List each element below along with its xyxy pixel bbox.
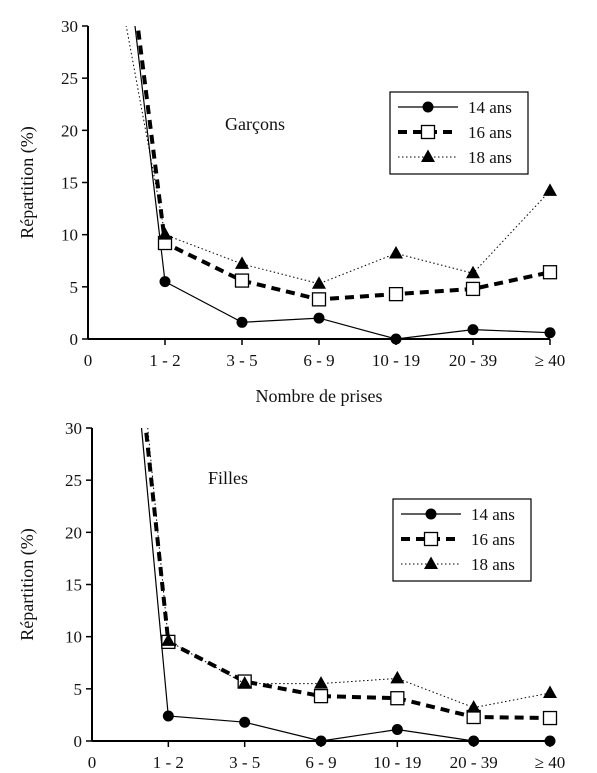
x-tick-label: 20 - 39 xyxy=(450,753,498,772)
data-point-14-ans xyxy=(467,324,479,336)
data-point-14-ans xyxy=(315,735,327,747)
y-tick-label: 15 xyxy=(65,576,82,595)
panel-title: Garçons xyxy=(225,114,285,134)
legend-marker xyxy=(422,101,434,113)
data-point-18-ans xyxy=(161,633,176,646)
data-point-16-ans xyxy=(465,281,481,297)
x-tick-label: 3 - 5 xyxy=(226,351,257,370)
legend-label: 14 ans xyxy=(471,505,515,524)
legend-marker xyxy=(421,149,435,162)
data-point-18-ans xyxy=(235,256,249,269)
data-point-16-ans xyxy=(313,688,329,704)
y-tick-label: 0 xyxy=(74,732,83,751)
data-point-18-ans xyxy=(466,265,480,279)
data-point-18-ans xyxy=(389,245,403,259)
y-tick-label: 30 xyxy=(65,419,82,438)
x-tick-label: ≥ 40 xyxy=(535,753,566,772)
data-point-18-ans xyxy=(390,670,405,684)
y-tick-label: 30 xyxy=(61,17,78,36)
legend-marker xyxy=(423,531,439,547)
y-tick-label: 20 xyxy=(65,523,82,542)
y-axis-label: Répartition (%) xyxy=(17,126,38,238)
data-point-18-ans xyxy=(314,676,328,689)
x-tick-label: 20 - 39 xyxy=(449,351,497,370)
y-tick-label: 20 xyxy=(61,121,78,140)
x-origin-label: 0 xyxy=(84,351,93,370)
x-axis-label: Nombre de prises xyxy=(256,386,383,406)
legend-label: 16 ans xyxy=(471,530,515,549)
y-tick-label: 25 xyxy=(61,69,78,88)
y-axis-label: Répartition (%) xyxy=(17,528,38,640)
legend-marker xyxy=(420,124,436,140)
data-point-14-ans xyxy=(391,724,403,736)
y-tick-label: 0 xyxy=(70,330,79,349)
x-tick-label: 10 - 19 xyxy=(373,753,421,772)
data-point-16-ans xyxy=(390,691,405,706)
x-tick-label: ≥ 40 xyxy=(535,351,566,370)
x-origin-label: 0 xyxy=(88,753,97,772)
data-point-18-ans xyxy=(237,676,252,689)
x-tick-label: 6 - 9 xyxy=(305,753,336,772)
data-point-18-ans xyxy=(466,700,481,713)
data-point-18-ans xyxy=(543,183,557,196)
data-point-18-ans xyxy=(312,276,326,289)
data-point-14-ans xyxy=(468,735,480,747)
data-point-14-ans xyxy=(544,327,556,339)
data-point-16-ans xyxy=(542,710,558,726)
data-point-14-ans xyxy=(390,333,402,345)
data-point-18-ans xyxy=(158,227,172,240)
y-tick-label: 10 xyxy=(61,226,78,245)
legend-label: 14 ans xyxy=(468,98,512,117)
x-tick-label: 3 - 5 xyxy=(229,753,260,772)
x-tick-label: 10 - 19 xyxy=(372,351,420,370)
legend-marker xyxy=(424,556,438,569)
data-point-14-ans xyxy=(544,735,556,747)
data-point-14-ans xyxy=(236,316,248,328)
data-point-14-ans xyxy=(159,276,171,288)
data-point-16-ans xyxy=(311,292,327,307)
x-tick-label: 1 - 2 xyxy=(153,753,184,772)
y-tick-label: 15 xyxy=(61,174,78,193)
data-point-16-ans xyxy=(234,273,250,288)
y-tick-label: 10 xyxy=(65,628,82,647)
x-tick-label: 6 - 9 xyxy=(303,351,334,370)
legend-label: 18 ans xyxy=(468,148,512,167)
y-tick-label: 5 xyxy=(70,278,79,297)
legend-label: 18 ans xyxy=(471,555,515,574)
legend-marker xyxy=(425,508,437,520)
data-point-14-ans xyxy=(313,312,325,324)
data-point-14-ans xyxy=(162,710,174,722)
legend-label: 16 ans xyxy=(468,123,512,142)
y-tick-label: 25 xyxy=(65,471,82,490)
panel-title: Filles xyxy=(208,468,248,488)
y-tick-label: 5 xyxy=(74,680,83,699)
x-tick-label: 1 - 2 xyxy=(149,351,180,370)
data-point-16-ans xyxy=(388,286,404,302)
data-point-16-ans xyxy=(542,265,558,280)
data-point-14-ans xyxy=(239,716,251,728)
data-point-18-ans xyxy=(543,685,557,699)
